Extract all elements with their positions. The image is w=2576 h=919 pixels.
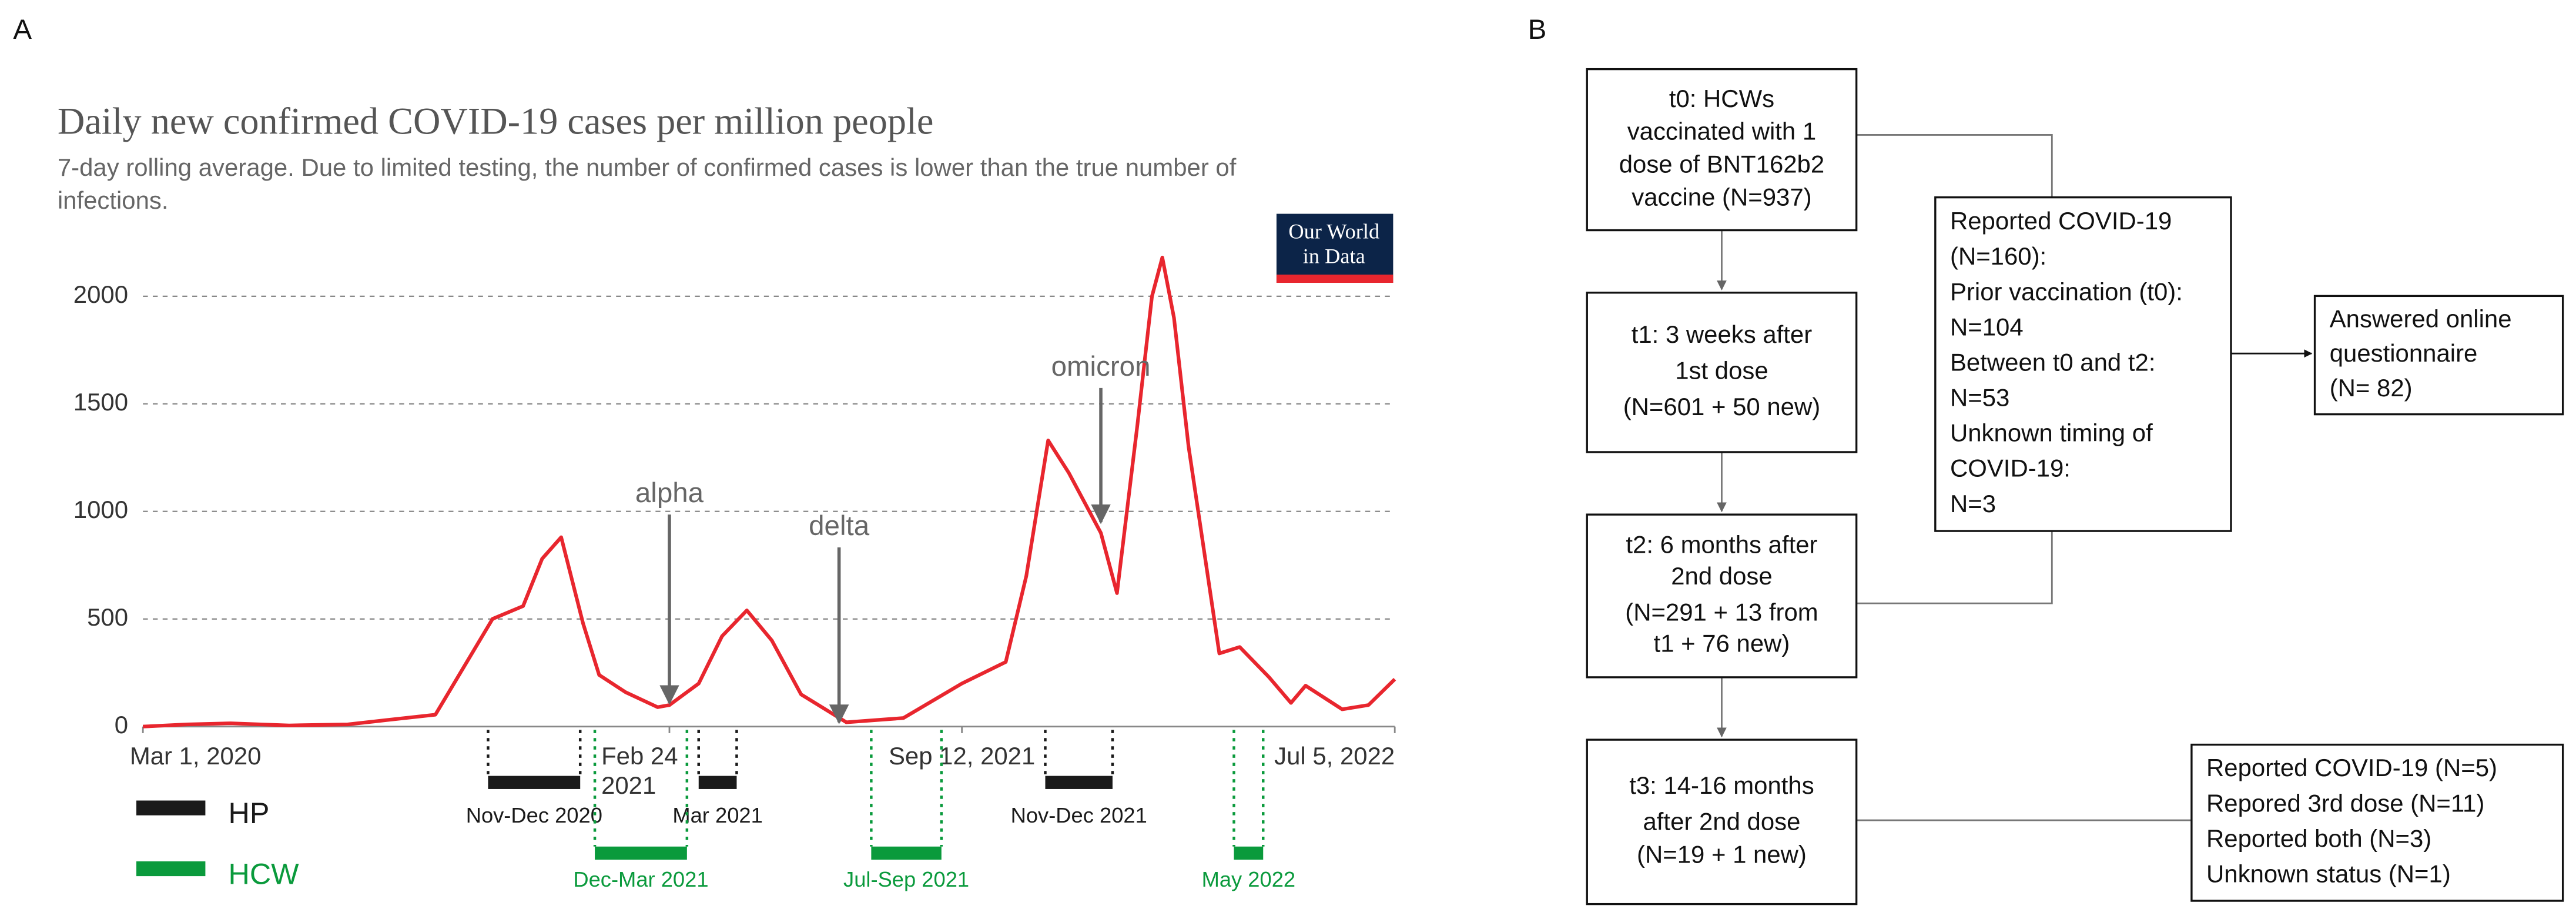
- period-bar: [488, 776, 581, 789]
- annotation: delta: [809, 510, 870, 542]
- flow-box: [1586, 68, 1858, 232]
- flow-text: after 2nd dose: [1643, 808, 1800, 836]
- flow-text: 2nd dose: [1671, 562, 1772, 590]
- logo-bar: [1276, 275, 1393, 283]
- flow-text: (N=291 + 13 from: [1625, 598, 1818, 626]
- flow-text: (N= 82): [2330, 374, 2413, 402]
- flow-text: Answered online: [2330, 305, 2512, 332]
- legend-label: HP: [229, 796, 270, 830]
- flow-text: vaccine (N=937): [1632, 183, 1811, 211]
- panel-label: B: [1528, 14, 1547, 45]
- flow-text: t3: 14-16 months: [1629, 771, 1814, 799]
- flow-box: [1586, 738, 1858, 905]
- x-tick-label: Jul 5, 2022: [1274, 742, 1395, 770]
- logo-text: Our World: [1288, 219, 1379, 243]
- flow-text: N=3: [1950, 490, 1996, 517]
- flow-text: t1 + 76 new): [1654, 629, 1790, 657]
- flow-box: [1586, 513, 1858, 679]
- y-tick-label: 2000: [73, 280, 128, 308]
- flow-text: Reported both (N=3): [2206, 824, 2431, 852]
- annotation: alpha: [635, 477, 704, 509]
- flow-box: [1586, 292, 1858, 453]
- flow-text: t1: 3 weeks after: [1632, 320, 1813, 348]
- period-label: May 2022: [1202, 867, 1296, 891]
- flow-text: Between t0 and t2:: [1950, 348, 2155, 376]
- y-tick-label: 500: [87, 603, 128, 631]
- flow-box: [2190, 743, 2564, 902]
- period-bar: [698, 776, 737, 789]
- chart-subtitle: infections.: [58, 186, 169, 214]
- flow-text: Unknown status (N=1): [2206, 860, 2451, 887]
- flow-text: (N=601 + 50 new): [1623, 393, 1820, 420]
- flow-text: t2: 6 months after: [1626, 531, 1817, 559]
- flow-text: (N=160):: [1950, 242, 2046, 270]
- flow-text: N=104: [1950, 313, 2024, 340]
- y-tick-label: 0: [115, 711, 128, 738]
- flow-box: [1934, 196, 2232, 532]
- flow-text: dose of BNT162b2: [1619, 151, 1824, 178]
- flow-text: questionnaire: [2330, 339, 2478, 367]
- flow-text: COVID-19:: [1950, 455, 2071, 482]
- x-tick-label: Mar 1, 2020: [130, 742, 262, 770]
- period-label: Nov-Dec 2020: [466, 803, 602, 827]
- x-tick-label: Feb 24 2021: [601, 742, 678, 799]
- chart-subtitle: 7-day rolling average. Due to limited te…: [58, 153, 1237, 181]
- flow-box: [2313, 295, 2564, 416]
- period-bar: [1045, 776, 1113, 789]
- legend-swatch: [136, 800, 206, 816]
- y-tick-label: 1000: [73, 496, 128, 523]
- flow-text: Prior vaccination (t0):: [1950, 278, 2183, 305]
- period-label: Jul-Sep 2021: [843, 867, 969, 891]
- panel-label: A: [13, 14, 32, 45]
- flow-text: vaccinated with 1: [1627, 118, 1816, 145]
- period-bar: [595, 846, 687, 860]
- flow-connectors: [1717, 134, 2313, 821]
- period-bar: [871, 846, 942, 860]
- connector: [1856, 531, 2053, 604]
- flow-text: Repored 3rd dose (N=11): [2206, 789, 2484, 817]
- flow-text: Reported COVID-19 (N=5): [2206, 754, 2497, 781]
- annotation: omicron: [1051, 351, 1151, 382]
- period-label: Nov-Dec 2021: [1011, 803, 1147, 827]
- logo-text: in Data: [1303, 244, 1365, 268]
- flow-text: Unknown timing of: [1950, 419, 2153, 447]
- connector: [1856, 134, 2053, 198]
- period-label: Dec-Mar 2021: [573, 867, 708, 891]
- flow-text: 1st dose: [1675, 356, 1768, 384]
- flow-text: Reported COVID-19: [1950, 207, 2172, 235]
- chart-title: Daily new confirmed COVID-19 cases per m…: [58, 100, 934, 142]
- flow-text: t0: HCWs: [1669, 85, 1774, 112]
- flow-text: N=53: [1950, 384, 2009, 412]
- y-tick-label: 1500: [73, 388, 128, 416]
- data-line: [143, 255, 1396, 728]
- x-tick-label: Sep 12, 2021: [889, 742, 1035, 770]
- logo: [1276, 213, 1393, 283]
- period-bar: [1234, 846, 1264, 860]
- flow-text: (N=19 + 1 new): [1637, 841, 1807, 868]
- legend-swatch: [136, 861, 206, 877]
- legend-label: HCW: [229, 857, 300, 890]
